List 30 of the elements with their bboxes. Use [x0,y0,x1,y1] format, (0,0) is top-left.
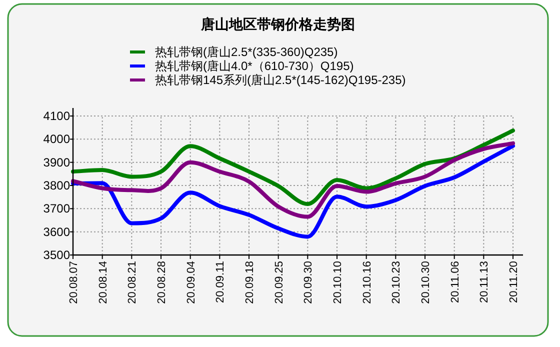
x-tick-label: 20.11.06 [449,261,462,304]
x-tick-label: 20.11.20 [508,261,520,304]
x-tick-label: 20.10.30 [420,261,432,304]
chart-title: 唐山地区带钢价格走势图 [200,16,355,32]
legend-label: 热轧带钢(唐山2.5*(335-360)Q235) [155,45,338,59]
x-tick-label: 20.10.23 [390,261,403,304]
x-tick-label: 20.09.11 [214,261,227,304]
x-tick-label: 20.10.10 [332,261,344,304]
y-tick-label: 4000 [43,132,70,146]
line-series [71,128,515,206]
x-tick-label: 20.08.14 [97,261,110,304]
y-tick-label: 3700 [43,202,70,216]
x-tick-label: 20.09.25 [273,261,286,304]
line-series [71,144,515,239]
x-tick-label: 20.08.21 [126,261,139,304]
x-tick-label: 20.09.04 [185,261,198,304]
y-tick-label: 3500 [43,248,70,262]
x-tick-label: 20.10.16 [361,261,374,304]
legend-label: 热轧带钢145系列(唐山2.5*(145-162)Q195-235) [155,73,406,87]
line-series [71,141,515,219]
y-tick-label: 4100 [43,109,70,123]
x-tick-label: 20.09.30 [302,261,315,304]
y-tick-label: 3600 [43,224,70,239]
x-tick-label: 20.09.18 [244,261,256,304]
y-tick-label: 3900 [43,155,70,170]
y-tick-label: 3800 [43,178,70,192]
x-tick-label: 20.08.07 [68,261,80,304]
x-tick-label: 20.08.28 [156,261,168,304]
x-tick-label: 20.11.13 [478,261,491,304]
legend-label: 热轧带钢(唐山4.0*（610-730）Q195) [155,59,354,73]
